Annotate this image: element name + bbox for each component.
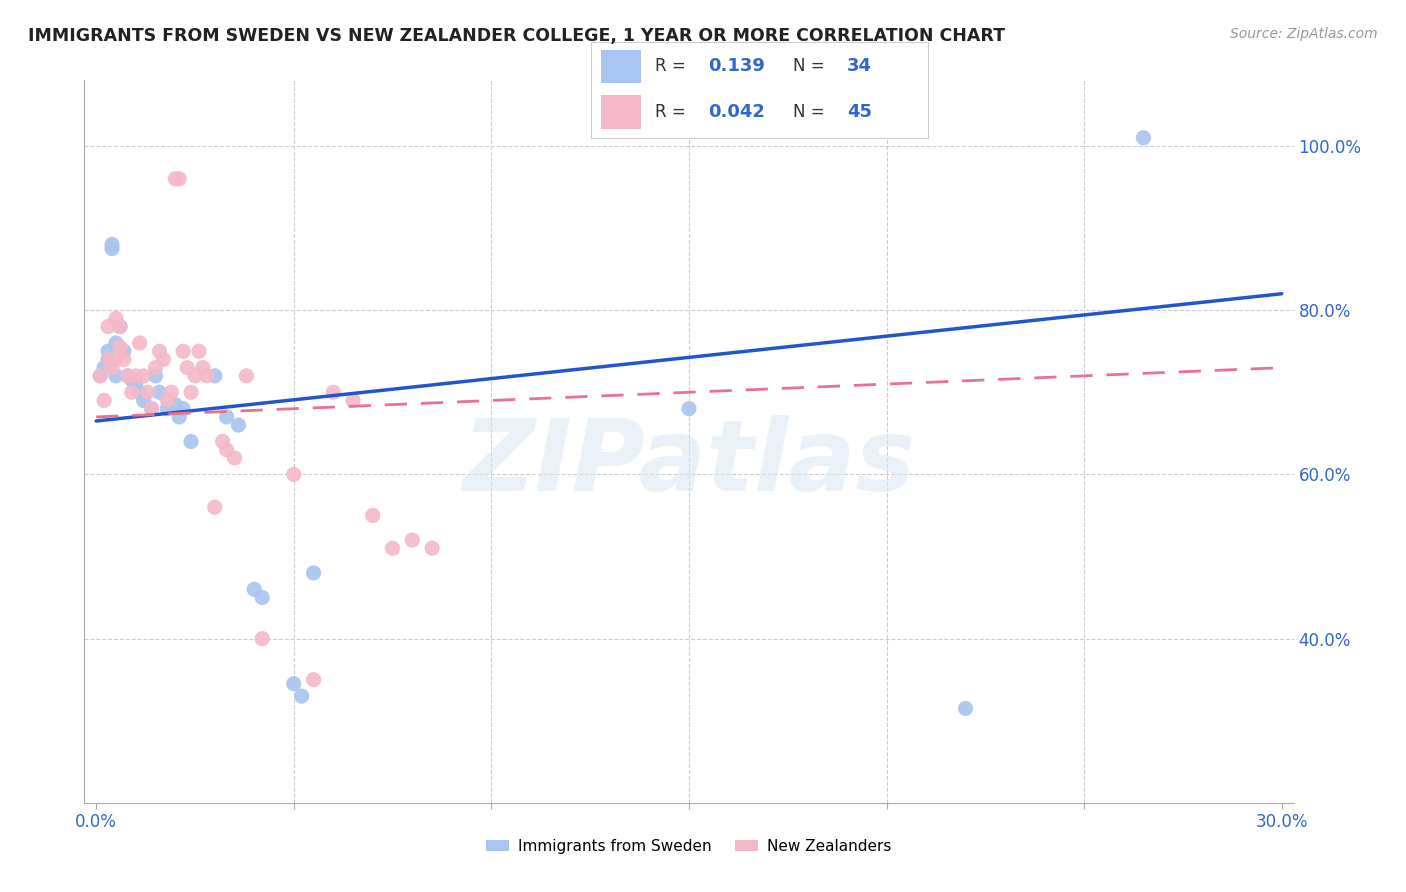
Point [283,677,305,691]
Point [112,352,135,367]
Point [381,541,404,556]
Point [141,401,163,416]
Point [108,319,131,334]
Point [250,632,273,646]
Point [224,450,246,465]
Text: R =: R = [655,57,696,76]
Point [172,344,194,359]
Point [97,319,120,334]
Point [1132,130,1154,145]
Text: Source: ZipAtlas.com: Source: ZipAtlas.com [1230,27,1378,41]
Point [243,582,266,597]
Point [167,171,190,186]
Bar [600,50,641,83]
Point [180,434,202,449]
Point [101,242,124,256]
Text: 45: 45 [846,103,872,120]
Text: 34: 34 [846,57,872,76]
Point [112,344,135,359]
Point [678,401,700,416]
Text: 0.042: 0.042 [709,103,765,120]
Point [132,393,155,408]
Point [322,385,344,400]
Point [89,368,111,383]
Point [128,336,150,351]
Point [104,311,127,326]
Point [302,566,325,580]
Point [145,368,167,383]
Point [117,368,139,383]
Point [172,401,194,416]
Point [145,360,167,375]
Point [128,385,150,400]
Point [104,368,127,383]
Point [215,442,238,457]
Point [184,368,207,383]
Point [420,541,443,556]
Point [104,352,127,367]
Point [93,360,115,375]
Point [97,344,120,359]
Point [121,385,143,400]
Point [132,368,155,383]
Point [180,385,202,400]
Text: R =: R = [655,103,696,120]
Point [401,533,423,547]
Point [121,373,143,387]
Point [117,368,139,383]
Point [97,352,120,367]
Point [104,336,127,351]
Point [176,360,198,375]
Point [101,360,124,375]
Point [302,673,325,687]
Point [160,385,183,400]
Point [188,344,211,359]
Point [125,368,148,383]
Point [156,401,179,416]
Point [148,385,170,400]
Point [283,467,305,482]
Point [342,393,364,408]
Point [250,591,273,605]
Point [228,418,250,433]
Point [191,360,214,375]
Point [108,340,131,354]
Point [136,385,159,400]
Bar [600,95,641,128]
Text: N =: N = [793,57,830,76]
Point [101,237,124,252]
Point [195,368,218,383]
Point [204,368,226,383]
Point [204,500,226,515]
Point [156,393,179,408]
Text: N =: N = [793,103,830,120]
Point [235,368,257,383]
Point [955,701,977,715]
Point [165,398,187,412]
Point [215,409,238,424]
Text: ZIPatlas: ZIPatlas [463,415,915,512]
Point [97,352,120,367]
Point [141,401,163,416]
Point [148,344,170,359]
Text: 0.139: 0.139 [709,57,765,76]
Text: IMMIGRANTS FROM SWEDEN VS NEW ZEALANDER COLLEGE, 1 YEAR OR MORE CORRELATION CHAR: IMMIGRANTS FROM SWEDEN VS NEW ZEALANDER … [28,27,1005,45]
Point [89,368,111,383]
Point [361,508,384,523]
Point [108,319,131,334]
Point [167,409,190,424]
Point [125,377,148,392]
Point [211,434,233,449]
Point [165,171,187,186]
Point [152,352,174,367]
Legend: Immigrants from Sweden, New Zealanders: Immigrants from Sweden, New Zealanders [481,833,897,860]
Point [93,393,115,408]
Point [291,689,314,703]
